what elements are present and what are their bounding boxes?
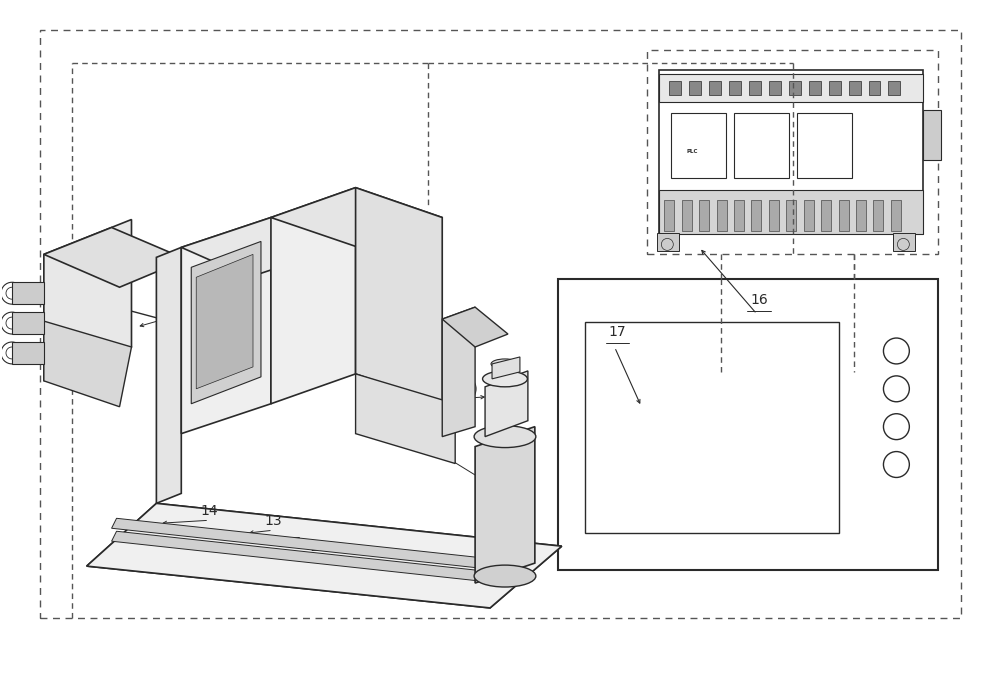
Bar <box>769 81 781 95</box>
Polygon shape <box>156 247 181 504</box>
Bar <box>659 70 923 234</box>
Polygon shape <box>181 218 339 277</box>
Bar <box>729 81 741 95</box>
Bar <box>709 81 721 95</box>
Polygon shape <box>112 531 485 581</box>
Polygon shape <box>191 241 261 404</box>
Text: PLC: PLC <box>686 150 698 154</box>
Bar <box>682 200 692 232</box>
Bar <box>769 200 779 232</box>
Bar <box>664 200 674 232</box>
Text: 17: 17 <box>609 325 626 339</box>
Polygon shape <box>87 504 562 608</box>
Bar <box>558 279 938 570</box>
Polygon shape <box>271 187 442 247</box>
Bar <box>749 81 761 95</box>
Bar <box>659 189 923 234</box>
Polygon shape <box>485 371 528 437</box>
Polygon shape <box>181 218 271 433</box>
Bar <box>873 200 883 232</box>
Ellipse shape <box>483 371 527 387</box>
Text: 8: 8 <box>374 285 383 299</box>
Polygon shape <box>44 220 131 381</box>
Polygon shape <box>44 321 131 407</box>
Text: 1: 1 <box>202 285 211 299</box>
Bar <box>821 200 831 232</box>
Bar <box>669 81 681 95</box>
Polygon shape <box>442 307 508 347</box>
Bar <box>804 200 814 232</box>
Ellipse shape <box>474 565 536 587</box>
Bar <box>888 81 900 95</box>
Polygon shape <box>112 518 485 568</box>
Bar <box>585 322 839 533</box>
Text: 10: 10 <box>310 540 328 554</box>
Polygon shape <box>475 426 535 583</box>
Bar <box>689 81 701 95</box>
Bar <box>856 200 866 232</box>
Bar <box>839 200 849 232</box>
Bar <box>923 110 941 160</box>
Text: 12: 12 <box>423 433 441 446</box>
Bar <box>789 81 801 95</box>
Bar <box>657 234 679 251</box>
Bar <box>797 113 852 178</box>
Bar <box>659 74 923 102</box>
Text: 13: 13 <box>264 514 282 528</box>
Bar <box>849 81 861 95</box>
Ellipse shape <box>474 426 536 448</box>
Bar <box>891 200 901 232</box>
Text: 2: 2 <box>232 285 240 299</box>
Bar <box>717 200 727 232</box>
Polygon shape <box>12 282 44 304</box>
Bar <box>829 81 841 95</box>
Text: 6: 6 <box>328 285 337 299</box>
Polygon shape <box>87 504 562 608</box>
Bar <box>869 81 880 95</box>
Polygon shape <box>356 187 442 404</box>
Bar <box>734 200 744 232</box>
Bar <box>893 234 915 251</box>
Text: 14: 14 <box>200 504 218 518</box>
Text: 15: 15 <box>284 536 302 551</box>
Ellipse shape <box>491 359 519 369</box>
Bar <box>699 200 709 232</box>
Bar <box>647 50 938 254</box>
Bar <box>809 81 821 95</box>
Bar <box>671 113 726 178</box>
Bar <box>40 30 961 618</box>
Polygon shape <box>44 227 186 287</box>
Text: 4: 4 <box>281 285 290 299</box>
Polygon shape <box>492 357 520 379</box>
Polygon shape <box>271 187 356 404</box>
Bar <box>734 113 789 178</box>
Polygon shape <box>356 374 455 464</box>
Text: 5: 5 <box>304 285 313 299</box>
Bar <box>786 200 796 232</box>
Text: 11: 11 <box>380 387 397 401</box>
Bar <box>751 200 761 232</box>
Polygon shape <box>12 312 44 334</box>
Text: 16: 16 <box>750 293 768 307</box>
Text: 3: 3 <box>257 285 265 299</box>
Polygon shape <box>196 254 253 389</box>
Polygon shape <box>12 342 44 364</box>
Text: 9: 9 <box>398 285 407 299</box>
Polygon shape <box>442 307 475 437</box>
Text: 7: 7 <box>351 285 360 299</box>
